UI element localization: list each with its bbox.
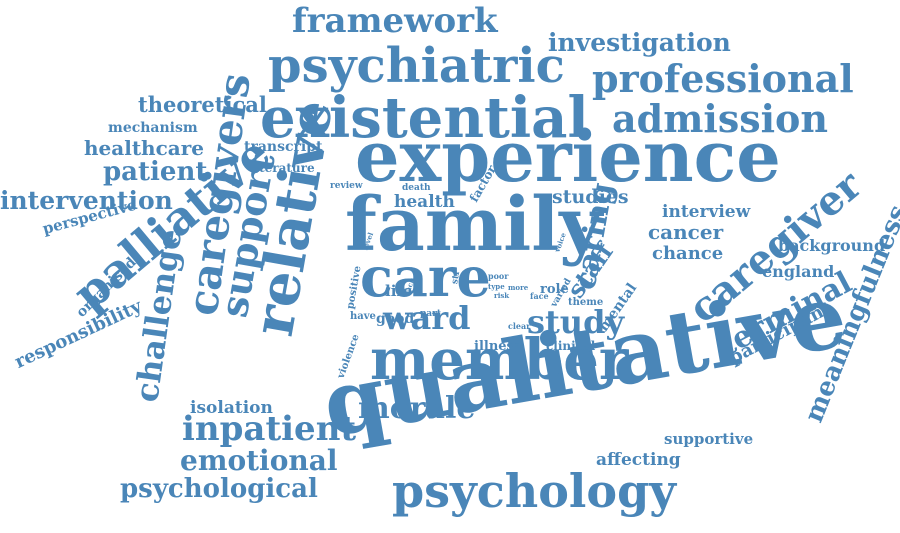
word-emotional: emotional bbox=[180, 444, 338, 477]
word-morale: morale bbox=[358, 391, 476, 426]
word-chance: chance bbox=[652, 243, 724, 264]
word-psychological: psychological bbox=[120, 474, 318, 504]
word-clinical: clinical bbox=[546, 339, 596, 353]
word-part: part bbox=[420, 309, 442, 319]
word-ward: ward bbox=[383, 299, 471, 337]
word-type: type bbox=[488, 282, 505, 291]
word-life: life bbox=[385, 282, 413, 300]
word-more: more bbox=[508, 283, 529, 292]
word-clear: clear bbox=[508, 321, 531, 331]
word-isolation: isolation bbox=[190, 398, 273, 418]
word-study: study bbox=[527, 303, 625, 341]
word-poor: poor bbox=[488, 271, 509, 281]
word-psychology: psychology bbox=[392, 464, 676, 518]
word-framework: framework bbox=[292, 1, 498, 41]
word-care: care bbox=[360, 245, 491, 309]
word-admission: admission bbox=[612, 96, 829, 141]
word-face: face bbox=[530, 291, 549, 301]
word-existential: existential bbox=[260, 85, 589, 151]
word-have: have bbox=[350, 311, 376, 322]
word-interview: interview bbox=[662, 202, 751, 222]
word-psychiatric: psychiatric bbox=[268, 38, 565, 94]
word-affecting: affecting bbox=[596, 450, 681, 470]
word-family: family bbox=[345, 182, 603, 268]
word-supportive: supportive bbox=[664, 430, 754, 448]
word-inpatient: inpatient bbox=[182, 409, 357, 449]
word-literature: literature bbox=[250, 161, 315, 175]
word-risk: risk bbox=[494, 291, 510, 300]
word-background: background bbox=[778, 236, 886, 255]
word-review: review bbox=[330, 181, 363, 191]
word-good: good bbox=[376, 311, 415, 327]
word-illness: illness bbox=[474, 339, 522, 354]
word-intervention: intervention bbox=[0, 186, 173, 215]
word-health: health bbox=[394, 192, 455, 212]
word-theme: theme bbox=[568, 297, 604, 308]
word-england: england bbox=[762, 262, 835, 281]
word-studies: studies bbox=[552, 186, 629, 208]
word-role: role bbox=[540, 282, 569, 297]
word-healthcare: healthcare bbox=[84, 136, 204, 160]
word-theoretical: theoretical bbox=[138, 92, 267, 117]
word-cancer: cancer bbox=[648, 220, 724, 244]
word-experience: experience bbox=[355, 115, 781, 198]
word-mechanism: mechanism bbox=[108, 120, 198, 136]
word-investigation: investigation bbox=[548, 28, 731, 57]
word-member: member bbox=[370, 327, 629, 393]
word-patient: patient bbox=[103, 157, 208, 187]
word-professional: professional bbox=[592, 56, 854, 101]
word-transcript: transcript bbox=[244, 139, 323, 155]
word-death: death bbox=[402, 183, 431, 193]
